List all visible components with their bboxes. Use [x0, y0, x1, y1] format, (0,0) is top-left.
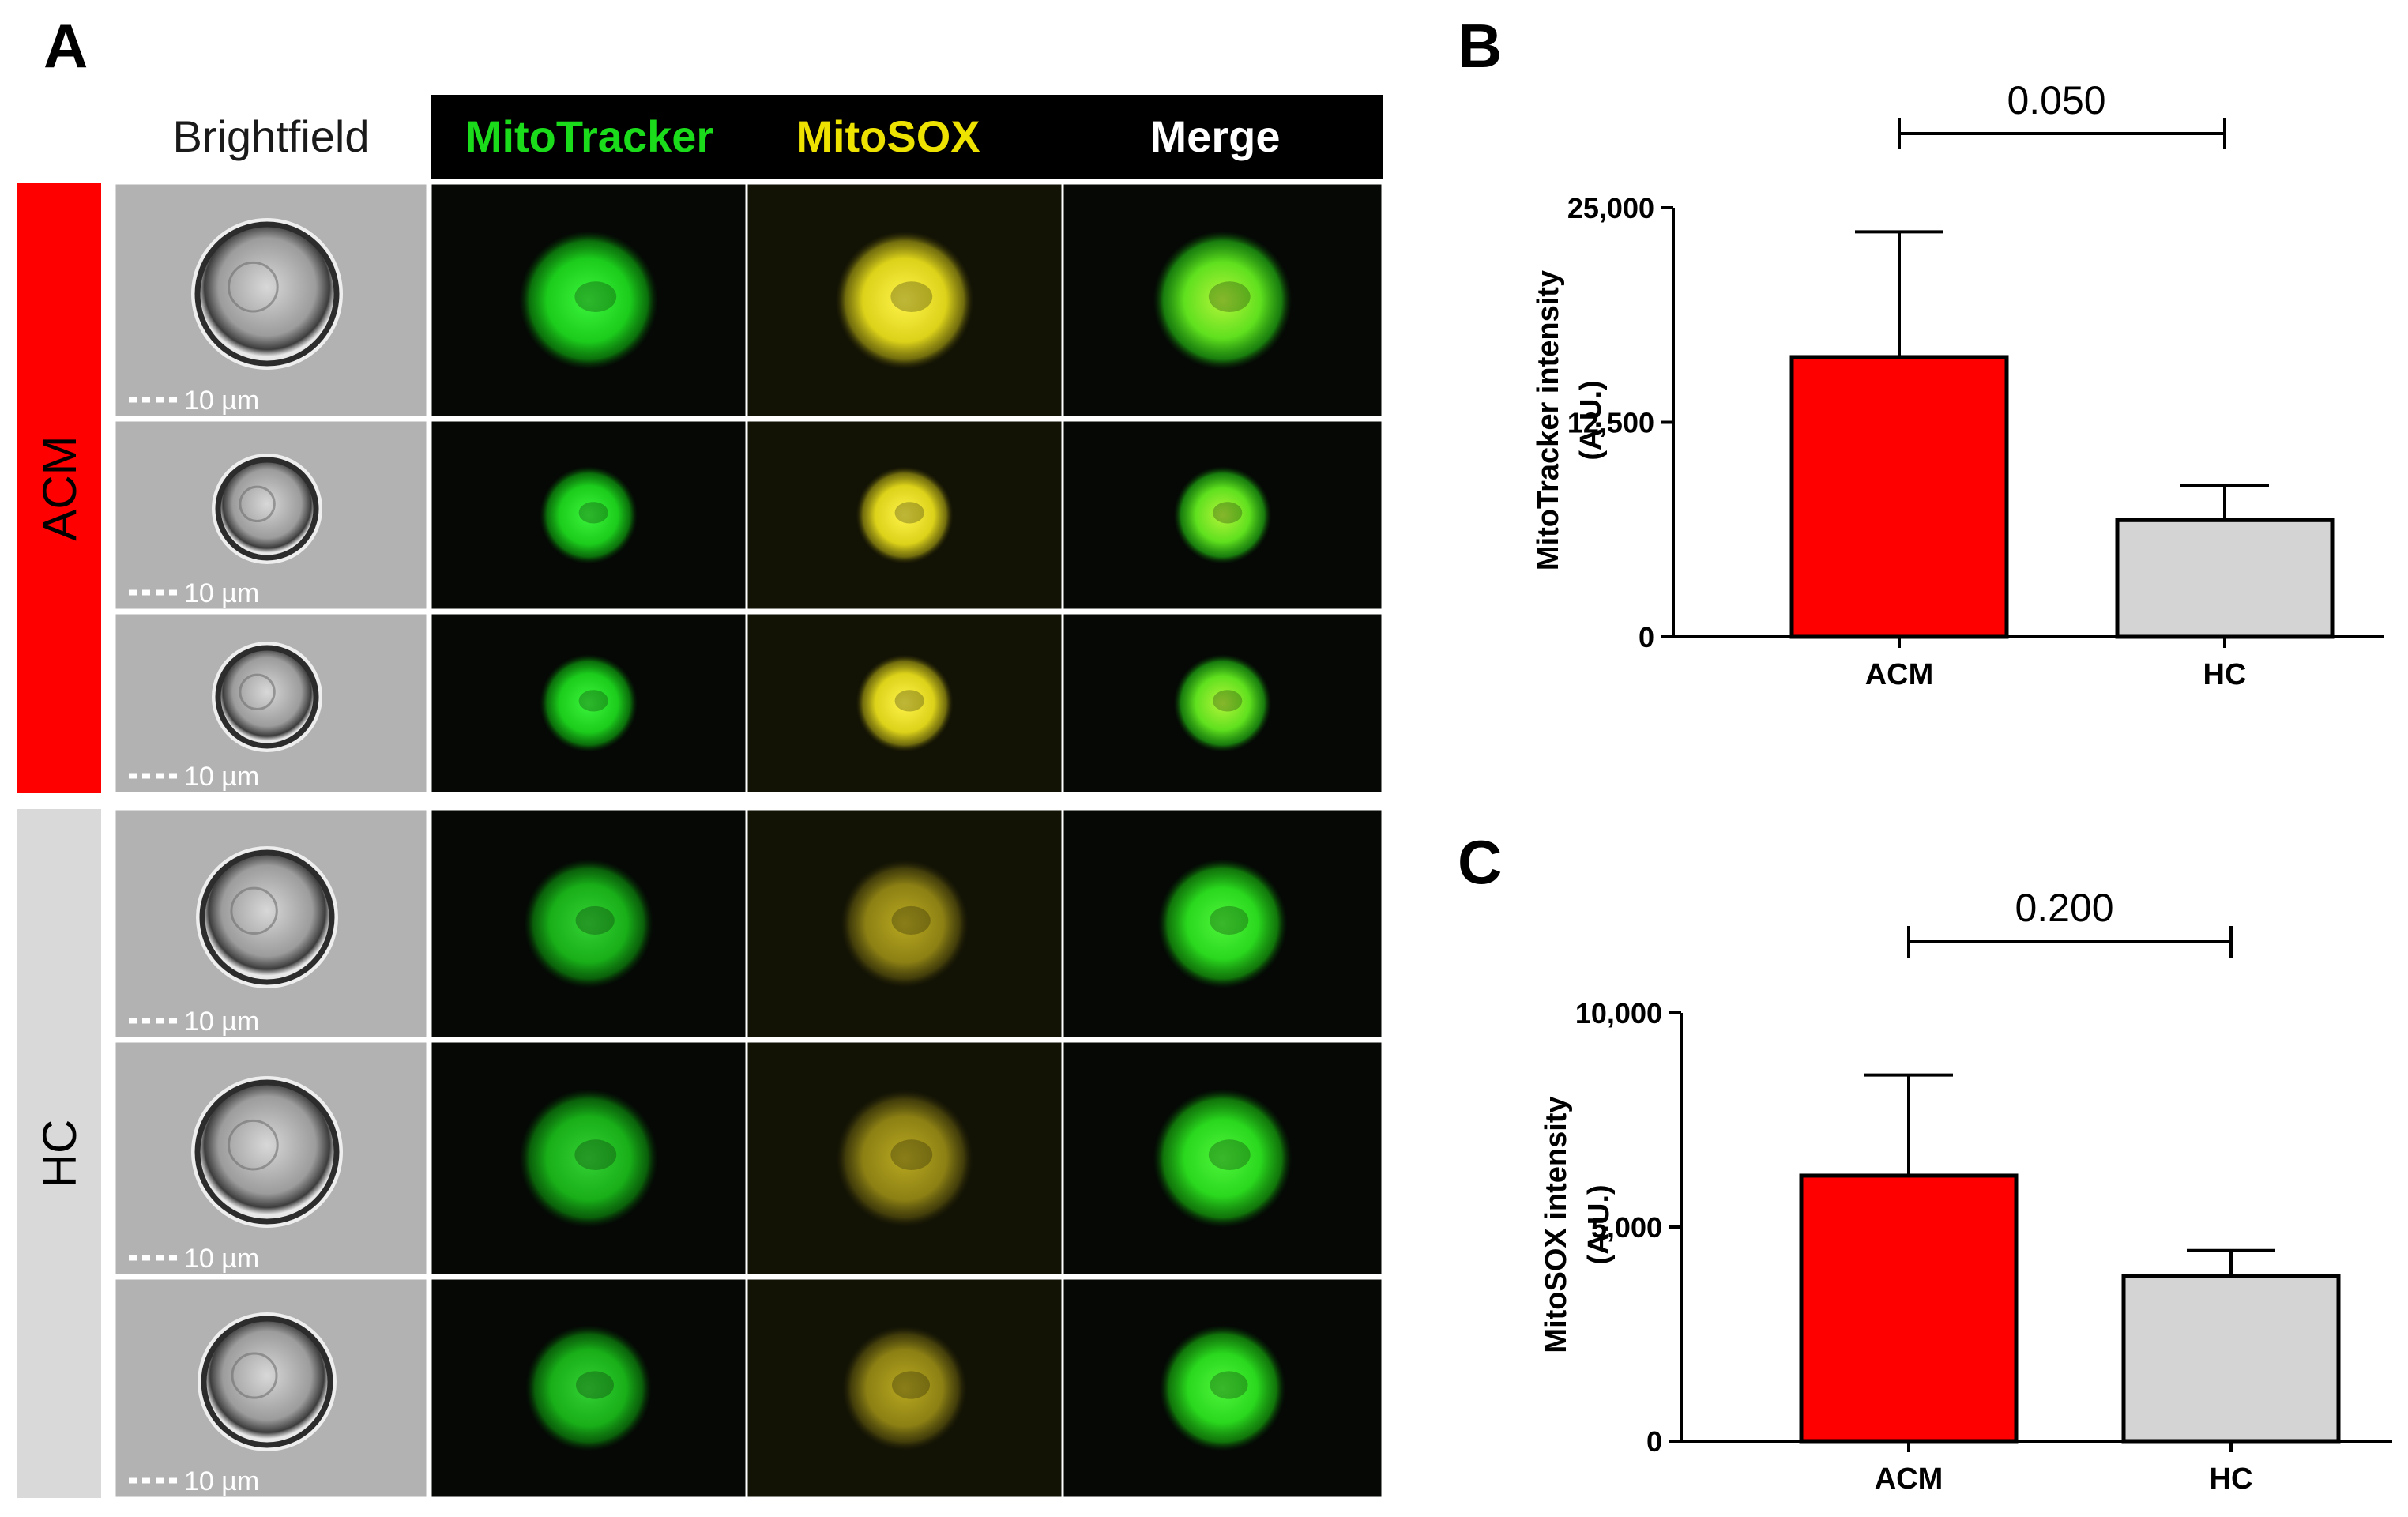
image-tile: 10 µm: [113, 1040, 429, 1277]
panel-letter-b: B: [1458, 11, 1502, 81]
fluorescent-cell: [540, 466, 638, 564]
chart-b-axes: 0 12,500 25,000 ACM HC: [1567, 118, 2384, 691]
image-tile: [745, 419, 1064, 612]
fluorescent-cell: [525, 1325, 652, 1451]
bar-hc: [2115, 518, 2335, 639]
panel-letter-c: C: [1458, 827, 1502, 897]
fluorescent-cell: [856, 654, 954, 752]
y-tick-label: 25,000: [1567, 192, 1654, 224]
column-header-mitosox: MitoSOX: [796, 111, 980, 161]
image-grid: 10 µm 10 µm 10 µm 10 µm 10 µm 10 µm: [113, 182, 1384, 1500]
chart-b-annotation: 0.050: [2007, 78, 2105, 122]
chart-c-axes: 0 5,000 10,000 ACM HC: [1575, 926, 2392, 1496]
chart-b-ylabel-line2: (A.U.): [1575, 380, 1608, 460]
fluorescent-cell: [1153, 231, 1292, 370]
fluorescent-cell: [1157, 859, 1288, 988]
fluorescent-cell: [519, 1089, 658, 1228]
brightfield-cell: [199, 849, 335, 985]
column-header-mitotracker: MitoTracker: [465, 111, 713, 161]
scale-bar-label: 10 µm: [184, 1007, 259, 1037]
scale-bar-label: 10 µm: [184, 1466, 259, 1496]
image-tile: 10 µm: [113, 182, 429, 419]
group-label-acm: ACM: [33, 435, 86, 540]
brightfield-cell: [194, 221, 340, 367]
image-tile: [429, 1277, 748, 1500]
chart-b-ylabel-line1: MitoTracker intensity: [1532, 270, 1565, 570]
chart-c-ylabel-line1: MitoSOX intensity: [1540, 1096, 1573, 1353]
panel-letter-a: A: [43, 11, 88, 81]
x-tick-label: ACM: [1875, 1462, 1943, 1496]
image-tile: 10 µm: [113, 1277, 429, 1500]
image-tile: [1061, 1277, 1384, 1500]
image-tile: 10 µm: [113, 612, 429, 795]
y-tick-label: 10,000: [1575, 997, 1662, 1030]
bar-acm: [1799, 1173, 2019, 1444]
y-tick-label: 5,000: [1591, 1211, 1662, 1244]
fluorescent-cell: [841, 1325, 968, 1451]
fluorescent-cell: [835, 231, 974, 370]
fluorescent-cell: [840, 859, 969, 988]
brightfield-cell: [215, 645, 319, 749]
bar-acm: [1789, 355, 2009, 639]
image-tile: [745, 807, 1064, 1040]
image-tile: [1061, 807, 1384, 1040]
fluorescent-cell: [524, 859, 653, 988]
column-header-brightfield: Brightfield: [172, 111, 369, 161]
image-tile: [1061, 182, 1384, 419]
image-tile: [429, 1040, 748, 1277]
scale-bar-label: 10 µm: [184, 578, 259, 608]
y-tick-label: 0: [1646, 1425, 1662, 1458]
brightfield-cell: [201, 1316, 333, 1448]
image-tile: 10 µm: [113, 807, 429, 1040]
brightfield-cell: [215, 457, 319, 561]
scale-bar-label: 10 µm: [184, 1244, 259, 1274]
group-label-hc: HC: [33, 1120, 86, 1188]
image-tile: [745, 1277, 1064, 1500]
image-tile: [745, 1040, 1064, 1277]
chart-mitotracker: 0 12,500 25,000 ACM HC MitoTracker intensity…: [1532, 78, 2384, 691]
channel-header-bar: [431, 95, 1383, 179]
image-tile: [429, 612, 748, 795]
fluorescent-cell: [540, 654, 638, 752]
x-tick-label: HC: [2210, 1462, 2253, 1496]
y-tick-label: 12,500: [1567, 407, 1654, 439]
image-tile: [745, 182, 1064, 419]
image-tile: [1061, 419, 1384, 612]
brightfield-cell: [194, 1079, 340, 1225]
image-tile: [1061, 1040, 1384, 1277]
x-tick-label: HC: [2203, 658, 2247, 691]
image-tile: [429, 419, 748, 612]
image-tile: [745, 612, 1064, 795]
column-header-merge: Merge: [1150, 111, 1281, 161]
chart-c-ylabel-line2: (A.U.): [1582, 1184, 1616, 1264]
group-bar-acm: [17, 183, 101, 793]
y-tick-label: 0: [1639, 621, 1654, 653]
chart-mitosox: 0 5,000 10,000 ACM HC MitoSOX intensity (A.U…: [1540, 886, 2392, 1496]
fluorescent-cell: [835, 1089, 974, 1228]
fluorescent-cell: [856, 466, 954, 564]
fluorescent-cell: [1159, 1325, 1286, 1451]
image-tile: [1061, 612, 1384, 795]
image-tile: 10 µm: [113, 419, 429, 612]
group-bar-hc: [17, 809, 101, 1498]
fluorescent-cell: [1173, 654, 1272, 752]
scale-bar-label: 10 µm: [184, 762, 259, 792]
image-tile: [429, 182, 748, 419]
fluorescent-cell: [1153, 1089, 1292, 1228]
chart-c-annotation: 0.200: [2015, 886, 2113, 930]
scale-bar-label: 10 µm: [184, 386, 259, 416]
x-tick-label: ACM: [1865, 658, 1934, 691]
fluorescent-cell: [519, 231, 658, 370]
fluorescent-cell: [1173, 466, 1272, 564]
bar-hc: [2121, 1274, 2341, 1444]
image-tile: [429, 807, 748, 1040]
